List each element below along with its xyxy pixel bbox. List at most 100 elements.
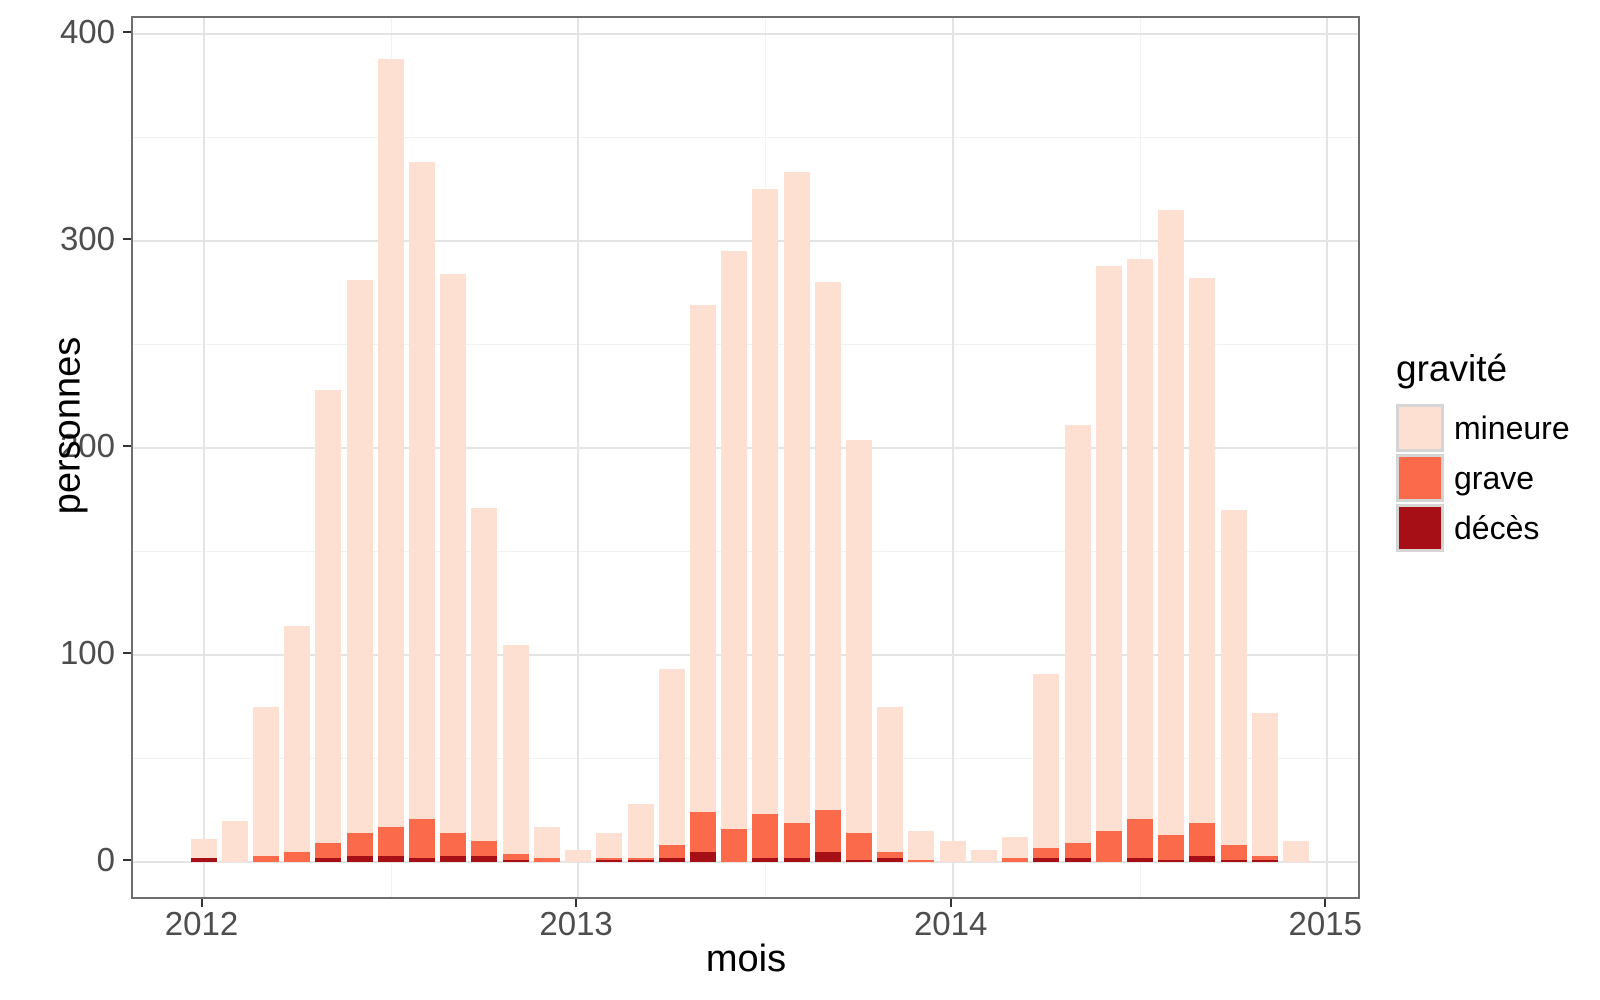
bar-segment-mineure [721,251,748,829]
bar-segment-grave [721,828,748,862]
bar-segment-grave [409,818,435,858]
bar-segment-décès [1064,857,1091,862]
legend: gravité mineure grave décès [1396,348,1596,552]
bar-segment-grave [1002,857,1029,862]
bar-segment-grave [1251,855,1278,860]
bar-segment-grave [1126,818,1153,858]
bar-segment-mineure [190,839,217,858]
bar-segment-décès [627,859,654,862]
bar-segment-mineure [877,706,904,852]
bar-segment-grave [689,812,716,852]
x-tick-label: 2015 [1288,905,1362,942]
bar-segment-mineure [440,273,467,833]
gridline-major-y [133,861,1358,863]
bar-segment-mineure [377,58,404,827]
y-axis-title: personnes [46,336,89,515]
bar-segment-mineure [689,304,716,813]
bar-segment-grave [596,857,623,860]
bar-segment-mineure [471,507,498,842]
bar-segment-mineure [1033,673,1060,848]
bar-segment-décès [877,857,904,862]
bar-segment-mineure [1002,837,1029,858]
bar-segment-grave [1095,830,1122,862]
legend-label-mineure: mineure [1454,410,1570,446]
x-tick-mark [949,899,952,907]
x-tick-mark [1324,899,1327,907]
bar-segment-grave [877,851,904,858]
bar-segment-grave [908,859,935,862]
bar-segment-décès [315,857,342,862]
bar-segment-grave [658,845,685,858]
bar-segment-grave [1158,835,1185,860]
bar-segment-mineure [565,849,592,862]
gridline-minor-y [133,137,1358,139]
bar-segment-grave [346,833,373,856]
bar-segment-grave [1033,847,1060,858]
y-tick-mark [123,237,131,240]
bar-segment-mineure [252,706,279,856]
bar-segment-décès [502,859,529,862]
bar-segment-décès [346,855,373,862]
bar-segment-grave [1220,845,1247,860]
bar-segment-mineure [783,172,810,823]
bar-segment-décès [814,851,841,862]
legend-title: gravité [1396,348,1508,389]
bar-segment-mineure [533,826,560,858]
bar-segment-mineure [627,804,654,858]
gridline-major-x [1326,18,1329,897]
bar-segment-mineure [346,280,373,833]
legend-label-grave: grave [1454,460,1535,496]
bar-segment-mineure [752,189,779,815]
bar-segment-grave [284,851,311,862]
bar-segment-grave [1064,843,1091,858]
bar-segment-mineure [1064,425,1091,844]
bar-segment-décès [1158,859,1185,862]
bar-segment-mineure [1158,209,1185,836]
bar-segment-mineure [1189,278,1216,823]
y-tick-label: 300 [59,219,115,257]
bar-segment-mineure [1126,259,1153,819]
x-tick-label: 2012 [164,905,239,942]
bar-segment-grave [502,853,529,860]
bar-segment-mineure [502,644,529,854]
bar-segment-mineure [409,162,435,819]
legend-key-décès [1396,504,1444,552]
bar-segment-mineure [1220,509,1247,846]
bar-segment-mineure [939,841,966,862]
gridline-major-y [133,32,1358,35]
bar-segment-mineure [846,439,873,833]
x-tick-label: 2013 [539,905,613,942]
bar-segment-mineure [814,282,841,811]
bar-segment-mineure [315,389,342,844]
bar-segment-mineure [221,820,248,862]
bar-segment-décès [752,857,779,862]
bar-segment-décès [377,855,404,862]
y-tick-label: 200 [59,426,115,464]
bar-segment-grave [315,843,342,858]
bar-segment-décès [783,857,810,862]
legend-key-grave [1396,454,1444,502]
y-tick-mark [123,30,131,33]
gridline-major-y [133,239,1358,242]
y-tick-label: 100 [59,633,115,671]
bar-segment-mineure [1283,841,1310,862]
bar-segment-grave [533,857,560,862]
y-tick-label: 400 [59,12,115,50]
y-tick-label: 0 [96,841,115,878]
x-axis-title: mois [705,938,787,980]
bar-segment-grave [783,822,810,858]
bar-segment-mineure [1095,265,1122,831]
bar-segment-grave [471,841,498,856]
bar-segment-mineure [284,625,311,852]
bar-segment-grave [1189,822,1216,856]
bar-segment-mineure [1251,712,1278,856]
x-tick-mark [575,899,578,907]
bar-segment-grave [627,857,654,860]
bar-segment-décès [1189,855,1216,862]
bar-segment-mineure [908,830,935,860]
bar-segment-mineure [596,833,623,858]
bar-segment-décès [596,859,623,862]
bar-segment-grave [846,833,873,860]
gridline-major-x [951,18,954,897]
